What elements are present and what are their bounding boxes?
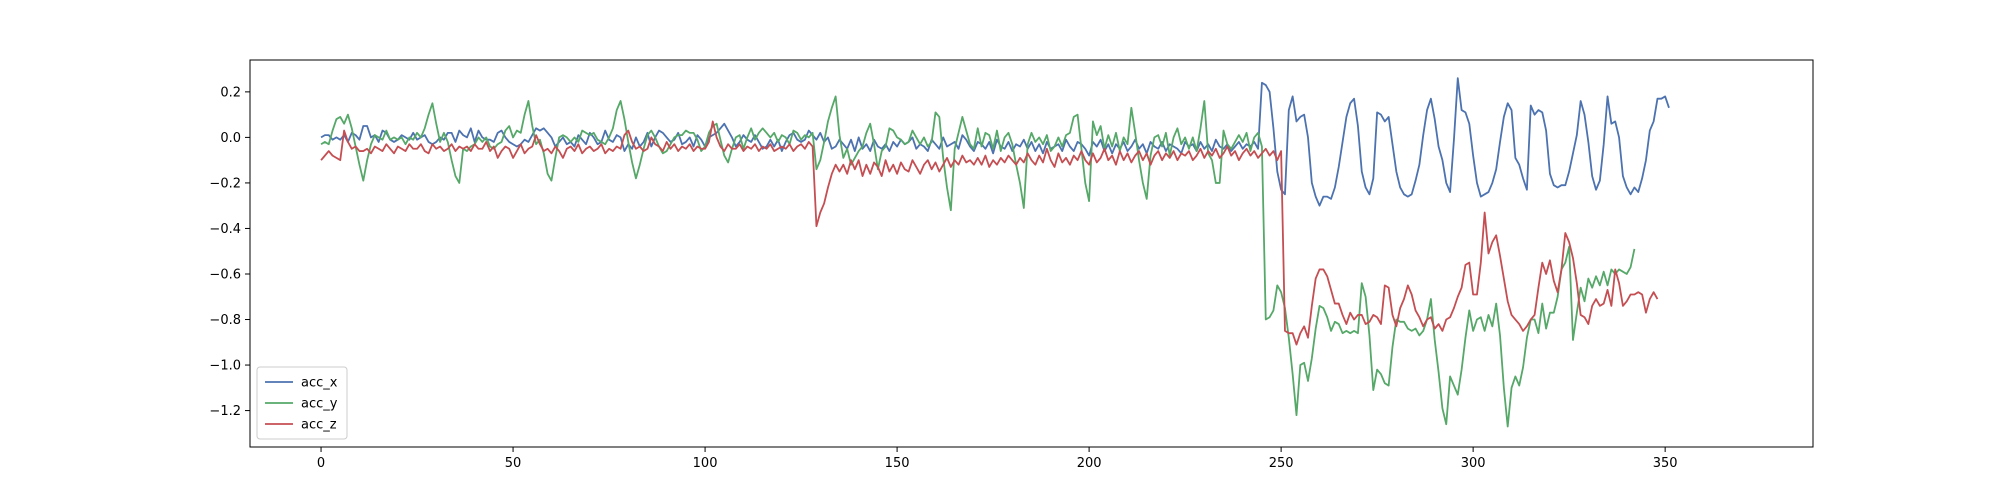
y-tick-label: 0.2 xyxy=(220,85,241,100)
series-line-acc_z xyxy=(320,120,1659,346)
series-line-acc_x xyxy=(320,77,1670,207)
series-line-acc_y xyxy=(320,95,1636,428)
y-tick-label: −0.4 xyxy=(209,222,241,237)
x-axis: 0 50 100 150 200 250 300 350 xyxy=(317,447,1678,471)
legend-label-acc_x: acc_x xyxy=(301,376,338,391)
y-tick-label: −1.0 xyxy=(209,359,241,374)
legend-label-acc_z: acc_z xyxy=(301,418,337,433)
y-tick-label: −0.6 xyxy=(209,267,241,282)
x-tick-label: 300 xyxy=(1461,456,1486,471)
x-tick-label: 150 xyxy=(885,456,910,471)
legend-box xyxy=(256,366,348,440)
x-tick-label: 50 xyxy=(505,456,522,471)
x-tick-label: 200 xyxy=(1077,456,1102,471)
legend: acc_x acc_y acc_z xyxy=(256,366,348,440)
y-tick-label: −1.2 xyxy=(209,404,241,419)
plot-frame xyxy=(249,59,1814,448)
y-tick-label: −0.8 xyxy=(209,313,241,328)
x-tick-label: 250 xyxy=(1269,456,1294,471)
y-axis: 0.2 0.0 −0.2 −0.4 −0.6 −0.8 −1.0 −1.2 xyxy=(209,85,250,419)
y-tick-label: 0.0 xyxy=(220,131,241,146)
legend-label-acc_y: acc_y xyxy=(301,397,338,412)
x-tick-label: 100 xyxy=(693,456,718,471)
y-tick-label: −0.2 xyxy=(209,176,241,191)
x-tick-label: 0 xyxy=(317,456,325,471)
x-tick-label: 350 xyxy=(1653,456,1678,471)
series-layer xyxy=(320,77,1670,428)
